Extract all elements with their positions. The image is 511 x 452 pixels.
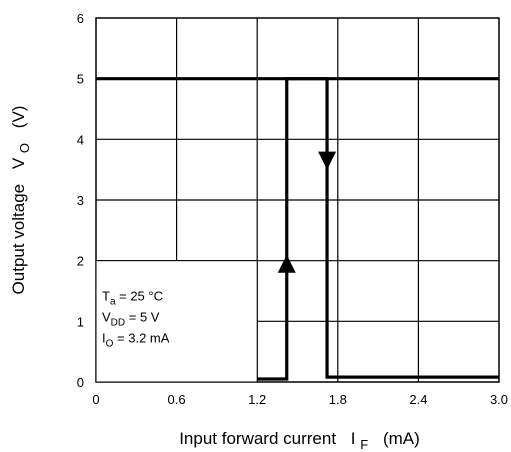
condition-line: VDD = 5 V [102,310,160,329]
y-tick-label: 6 [77,11,84,26]
direction-arrows [277,151,337,273]
y-axis-label: Output voltage V O (V) [9,106,33,295]
plot-frame [95,17,500,383]
conditions-text: Ta = 25 °C VDD = 5 V IO = 3.2 mA [102,289,170,350]
x-tick-labels: 0 0.6 1.2 1.8 2.4 3.0 [92,392,508,407]
condition-subscript: DD [111,318,125,329]
y-tick-label: 2 [77,254,84,269]
y-axis-label-symbol: V [9,157,28,169]
conditions-box [95,260,258,383]
condition-line: Ta = 25 °C [102,289,163,308]
y-tick-label: 3 [77,193,84,208]
condition-value: = 5 V [125,310,160,325]
x-axis-label-subscript: F [360,437,368,452]
x-axis-label-unit: (mA) [383,429,420,448]
y-tick-labels: 0 1 2 3 4 5 6 [77,11,84,390]
x-tick-label: 2.4 [409,392,427,407]
condition-subscript: a [110,297,116,308]
x-tick-label: 3.0 [490,392,508,407]
x-tick-label: 0.6 [168,392,186,407]
arrow-up [277,254,296,273]
y-tick-label: 4 [77,132,84,147]
condition-value: = 25 °C [116,289,163,304]
condition-line: IO = 3.2 mA [102,331,170,350]
x-tick-label: 1.8 [329,392,347,407]
y-tick-label: 1 [77,314,84,329]
y-axis-label-text: Output voltage [9,184,28,295]
x-axis-label-symbol: I [351,429,356,448]
y-tick-label: 0 [77,375,84,390]
y-axis-label-subscript: O [17,143,32,153]
arrow-down [318,151,337,170]
x-tick-label: 0 [92,392,99,407]
x-axis-label: Input forward current I F (mA) [179,429,420,452]
condition-symbol: V [102,310,111,325]
condition-value: = 3.2 mA [113,331,169,346]
condition-symbol: I [102,331,106,346]
x-tick-label: 1.2 [248,392,266,407]
y-tick-label: 5 [77,72,84,87]
condition-symbol: T [102,289,110,304]
condition-subscript: O [106,339,114,350]
series-line-decreasing [96,77,499,379]
x-axis-label-text: Input forward current [179,429,336,448]
y-axis-label-unit: (V) [9,106,28,129]
